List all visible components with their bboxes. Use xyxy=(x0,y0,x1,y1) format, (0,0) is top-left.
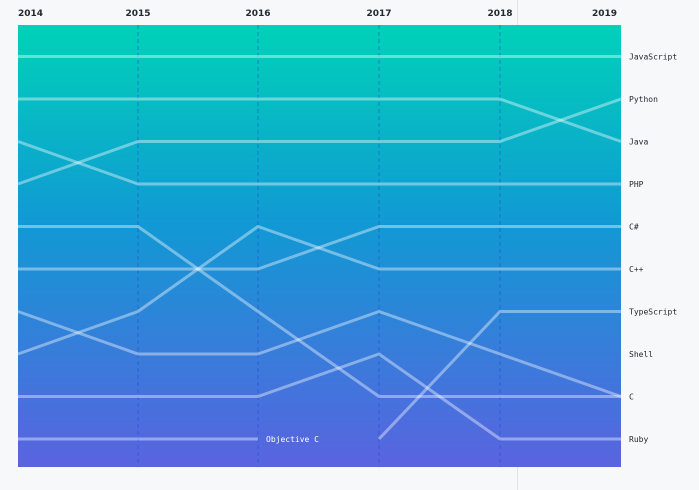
series-line-python xyxy=(17,97,622,186)
year-label-2019: 2019 xyxy=(592,9,617,19)
series-line-c xyxy=(18,225,621,398)
rank-label-c: C++ xyxy=(629,265,644,274)
rank-label-shell: Shell xyxy=(629,350,653,359)
rank-label-javascript: JavaScript xyxy=(629,53,677,62)
year-label-2015: 2015 xyxy=(125,9,150,19)
year-label-2016: 2016 xyxy=(245,9,270,19)
plot-background xyxy=(18,25,621,467)
rank-label-ruby: Ruby xyxy=(629,435,648,444)
rank-label-c: C# xyxy=(629,223,639,232)
series-line-php xyxy=(17,140,621,186)
series-line-ruby xyxy=(18,352,621,441)
year-label-2014: 2014 xyxy=(18,9,43,19)
series-line-c xyxy=(18,225,621,271)
rank-label-python: Python xyxy=(629,95,658,104)
series-label-objective-c: Objective C xyxy=(266,435,319,444)
rank-label-c: C xyxy=(629,393,634,402)
rank-label-php: PHP xyxy=(629,180,644,189)
rank-label-typescript: TypeScript xyxy=(629,308,677,317)
series-line-typescript xyxy=(377,310,621,441)
rank-label-java: Java xyxy=(629,138,648,147)
year-label-2018: 2018 xyxy=(487,9,512,19)
year-label-2017: 2017 xyxy=(366,9,391,19)
series-line-java xyxy=(18,97,622,143)
series-line-c xyxy=(17,225,621,356)
series-line-shell xyxy=(17,310,622,398)
